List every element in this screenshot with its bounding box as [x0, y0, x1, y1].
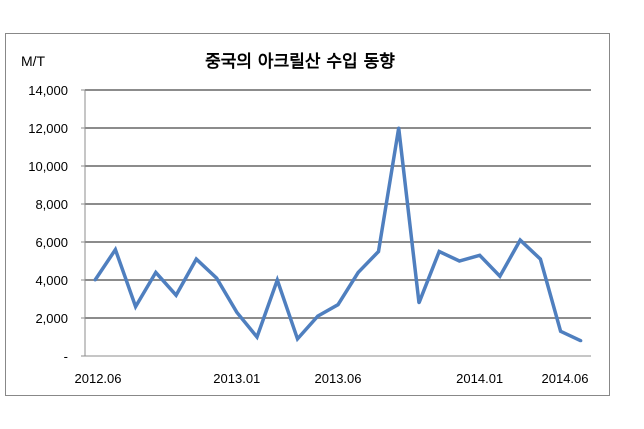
x-tick-label: 2012.06 [75, 371, 122, 386]
series-layer [93, 126, 583, 343]
data-point [336, 303, 340, 307]
data-point [174, 293, 178, 297]
axes [81, 89, 591, 357]
data-point [93, 278, 97, 282]
data-point [194, 257, 198, 261]
y-tick-label: - [64, 349, 68, 364]
data-point [559, 329, 563, 333]
data-point [376, 250, 380, 253]
data-point [518, 238, 522, 242]
x-tick-label: 2014.01 [456, 371, 503, 386]
y-tick-label: 14,000 [28, 83, 68, 98]
data-point [437, 250, 441, 253]
y-tick-label: 12,000 [28, 121, 68, 136]
data-point [316, 314, 320, 318]
data-point [296, 337, 300, 341]
data-point [417, 301, 421, 305]
gridlines [85, 89, 591, 319]
data-point [397, 126, 401, 130]
x-tick-label: 2014.06 [542, 371, 589, 386]
data-point [457, 259, 461, 263]
data-point [134, 305, 138, 309]
data-point [154, 270, 158, 274]
x-axis-ticks: 2012.06 2013.01 2013.06 2014.01 2014.06 [75, 371, 589, 386]
data-point [579, 339, 583, 343]
data-point [538, 257, 542, 261]
data-point [255, 335, 259, 339]
y-tick-label: 10,000 [28, 159, 68, 174]
data-point [478, 253, 482, 257]
y-axis-ticks: - 2,000 4,000 6,000 8,000 10,000 12,000 14,000 [28, 83, 68, 364]
data-point [215, 276, 219, 280]
y-tick-label: 4,000 [35, 273, 68, 288]
y-tick-label: 2,000 [35, 311, 68, 326]
data-point [113, 248, 117, 252]
chart-frame [5, 33, 610, 396]
y-tick-label: 8,000 [35, 197, 68, 212]
y-axis-unit-label: M/T [21, 53, 46, 69]
data-point [235, 310, 239, 314]
chart-title: 중국의 아크릴산 수입 동향 [205, 51, 395, 72]
data-point [498, 274, 502, 278]
x-tick-label: 2013.01 [213, 371, 260, 386]
data-point [275, 278, 279, 282]
data-point [356, 270, 360, 274]
series-line [93, 127, 582, 343]
x-tick-label: 2013.06 [315, 371, 362, 386]
y-tick-label: 6,000 [35, 235, 68, 250]
